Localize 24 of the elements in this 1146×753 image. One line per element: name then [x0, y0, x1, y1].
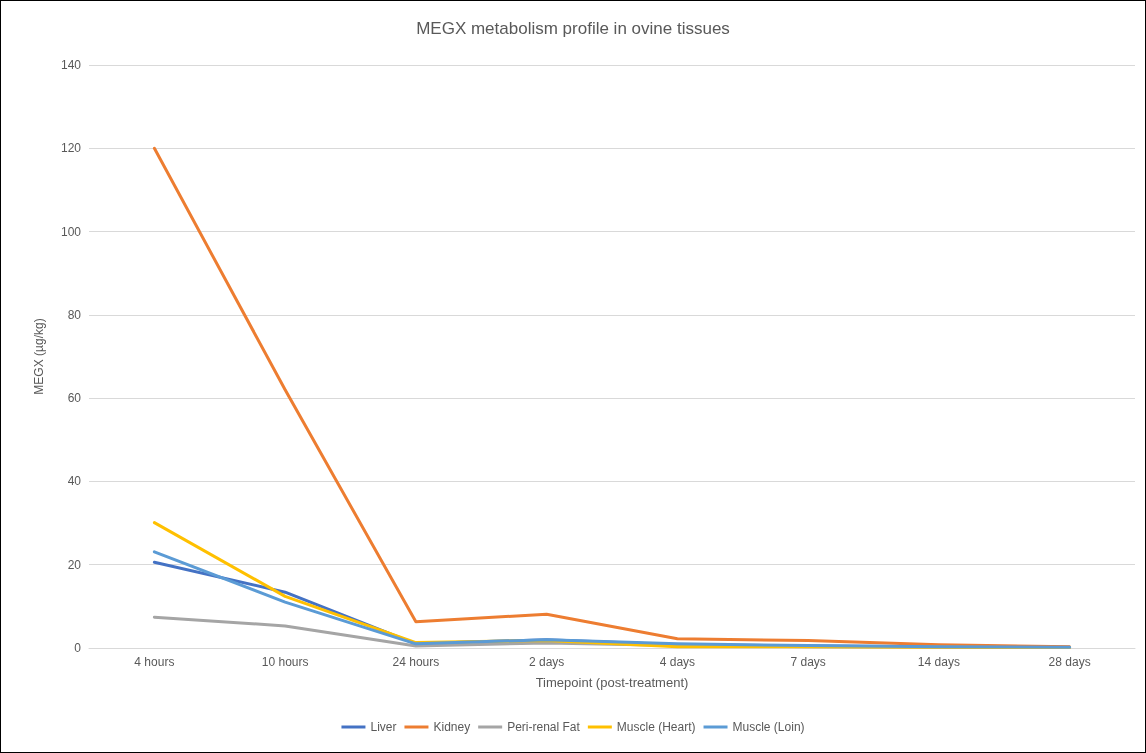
y-tick-label: 80	[67, 307, 82, 322]
x-tick-label: 28 days	[1048, 655, 1091, 669]
chart-title: MEGX metabolism profile in ovine tissues	[416, 19, 730, 38]
y-tick-label: 120	[60, 141, 82, 156]
x-tick-label: 24 hours	[392, 655, 440, 669]
x-axis-title: Timepoint (post-treatment)	[535, 675, 689, 690]
y-tick-label: 100	[60, 224, 82, 239]
y-tick-label: 0	[74, 641, 82, 655]
x-tick-label: 7 days	[790, 655, 826, 669]
x-tick-label: 4 days	[659, 655, 696, 669]
y-axis-title: MEGX (µg/kg)	[32, 318, 46, 395]
y-tick-label: 20	[67, 557, 82, 572]
x-tick-label: 4 hours	[134, 655, 175, 669]
legend-label: Muscle (Loin)	[732, 720, 805, 734]
legend-label: Liver	[370, 720, 397, 734]
legend-label: Muscle (Heart)	[616, 720, 696, 734]
legend-label: Kidney	[433, 720, 471, 734]
legend-label: Peri-renal Fat	[507, 720, 581, 734]
y-tick-label: 60	[67, 391, 82, 406]
x-tick-label: 14 days	[917, 655, 960, 669]
x-tick-label: 10 hours	[261, 655, 309, 669]
y-tick-label: 140	[60, 58, 82, 72]
x-tick-label: 2 days	[528, 655, 565, 669]
y-tick-label: 40	[67, 474, 82, 489]
